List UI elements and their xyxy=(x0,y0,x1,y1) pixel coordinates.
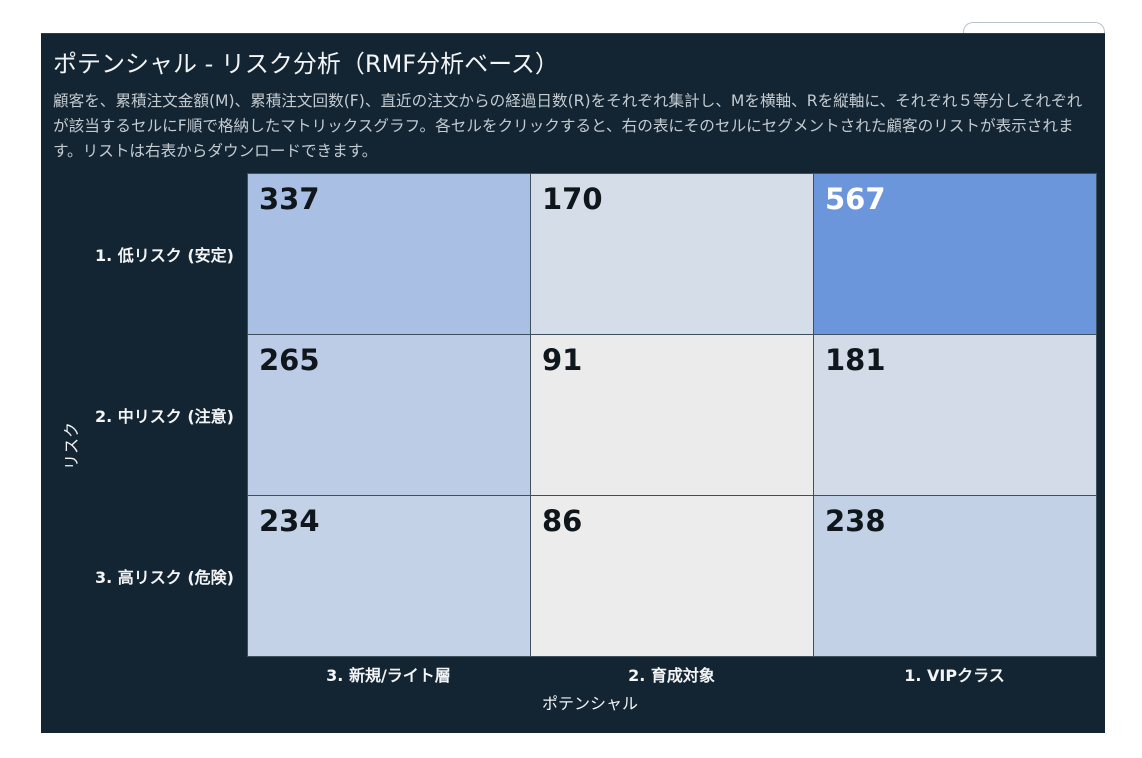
chart-title: ポテンシャル - リスク分析（RMF分析ベース） xyxy=(53,50,559,78)
col-label-new-light: 3. 新規/ライト層 xyxy=(326,666,451,685)
row-label-high-risk: 3. 高リスク (危険) xyxy=(95,568,234,587)
col-label-nurture: 2. 育成対象 xyxy=(628,666,715,685)
row-label-low-risk: 1. 低リスク (安定) xyxy=(95,246,234,265)
cell-value-label: 91 xyxy=(542,343,583,377)
cell-value-label: 170 xyxy=(542,182,603,216)
panel-top-edge xyxy=(41,33,1105,34)
heatmap-cell[interactable]: 337 xyxy=(247,173,531,335)
cell-value-label: 181 xyxy=(825,343,886,377)
heatmap-grid: 337 170 567 265 91 181 234 86 238 xyxy=(247,173,1097,657)
heatmap-cell[interactable]: 170 xyxy=(530,173,814,335)
heatmap-cell[interactable]: 265 xyxy=(247,334,531,496)
heatmap-cell[interactable]: 86 xyxy=(530,495,814,657)
cell-value-label: 567 xyxy=(825,182,886,216)
col-label-vip: 1. VIPクラス xyxy=(904,666,1005,685)
cell-value-label: 234 xyxy=(259,504,320,538)
cell-value-label: 238 xyxy=(825,504,886,538)
heatmap-cell[interactable]: 238 xyxy=(813,495,1097,657)
x-axis-title: ポテンシャル xyxy=(541,694,639,713)
heatmap-cell[interactable]: 91 xyxy=(530,334,814,496)
row-label-mid-risk: 2. 中リスク (注意) xyxy=(95,407,234,426)
chart-description: 顧客を、累積注文金額(M)、累積注文回数(F)、直近の注文からの経過日数(R)を… xyxy=(53,92,1083,160)
cell-value-label: 337 xyxy=(259,182,320,216)
cell-value-label: 86 xyxy=(542,504,583,538)
heatmap-cell[interactable]: 234 xyxy=(247,495,531,657)
heatmap-cell[interactable]: 181 xyxy=(813,334,1097,496)
heatmap-cell[interactable]: 567 xyxy=(813,173,1097,335)
cell-value-label: 265 xyxy=(259,343,320,377)
y-axis-title: リスク xyxy=(62,421,81,471)
